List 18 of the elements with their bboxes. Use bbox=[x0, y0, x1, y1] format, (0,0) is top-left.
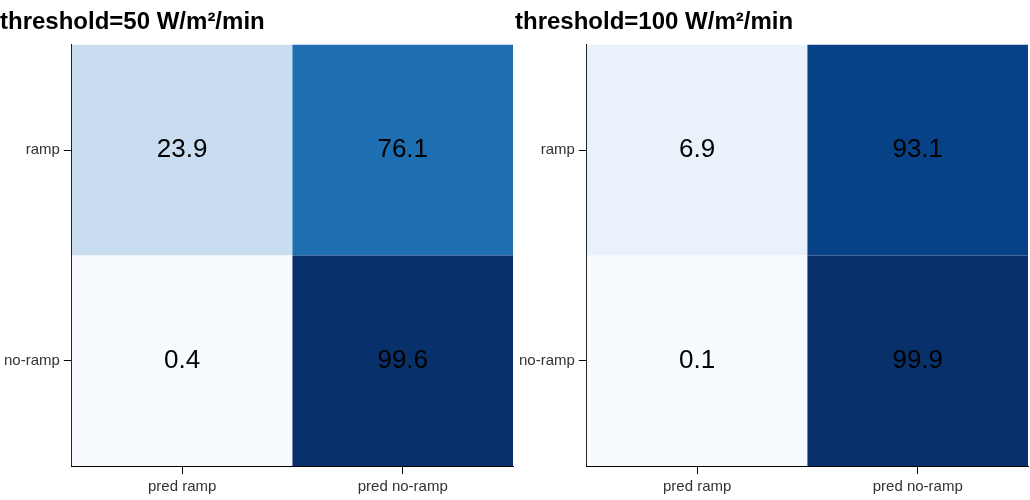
y-tick-label: ramp bbox=[25, 140, 60, 158]
data-label: 23.9 bbox=[156, 133, 208, 164]
chart-title: threshold=50 W/m²/min bbox=[0, 7, 265, 35]
y-tick-label: no-ramp bbox=[4, 350, 60, 368]
y-tick-label: no-ramp bbox=[519, 350, 575, 368]
x-tick-label: pred no-ramp bbox=[872, 477, 963, 495]
data-label: 99.9 bbox=[892, 343, 944, 374]
x-tick-label: pred ramp bbox=[147, 477, 217, 495]
chart-title: threshold=100 W/m²/min bbox=[515, 7, 794, 35]
data-label: 76.1 bbox=[377, 133, 429, 164]
x-tick-label: pred no-ramp bbox=[357, 477, 448, 495]
data-label: 99.6 bbox=[377, 343, 429, 374]
y-tick-label: ramp bbox=[540, 140, 575, 158]
data-label: 0.4 bbox=[164, 343, 201, 374]
data-label: 93.1 bbox=[892, 133, 944, 164]
data-label: 0.1 bbox=[679, 343, 716, 374]
data-label: 6.9 bbox=[679, 133, 716, 164]
x-tick-label: pred ramp bbox=[662, 477, 732, 495]
